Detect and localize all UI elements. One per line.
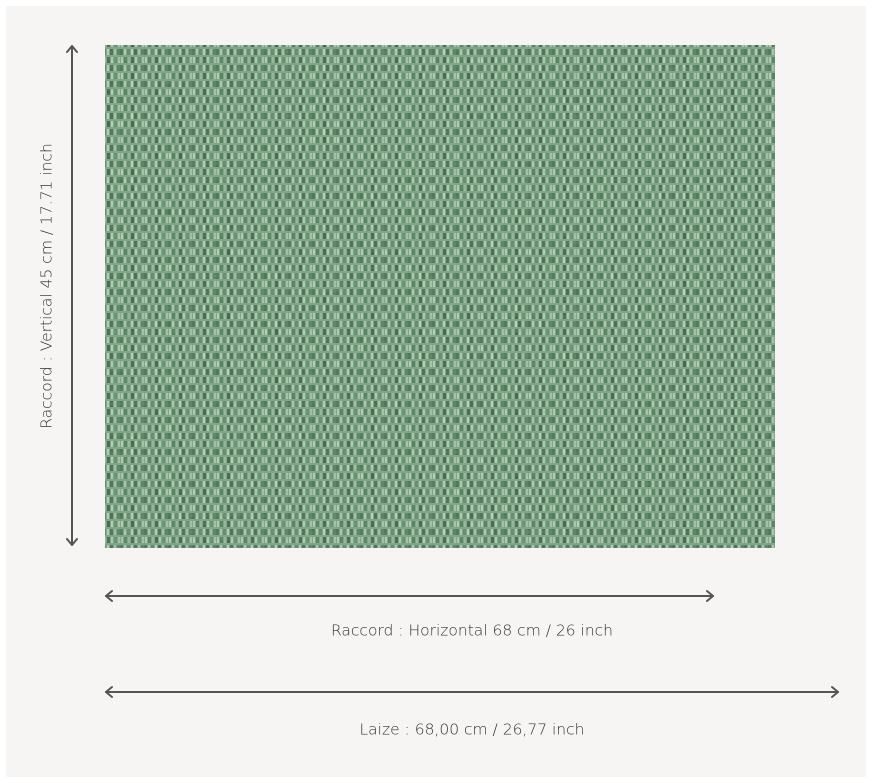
swatch xyxy=(105,45,775,548)
horizontal-arrow xyxy=(105,590,714,602)
horizontal-label: Raccord : Horizontal 68 cm / 26 inch xyxy=(331,622,613,640)
width-arrow xyxy=(105,686,839,698)
vertical-arrow xyxy=(66,45,78,546)
width-label: Laize : 68,00 cm / 26,77 inch xyxy=(360,721,585,739)
vertical-label: Raccord : Vertical 45 cm / 17.71 inch xyxy=(38,143,56,429)
